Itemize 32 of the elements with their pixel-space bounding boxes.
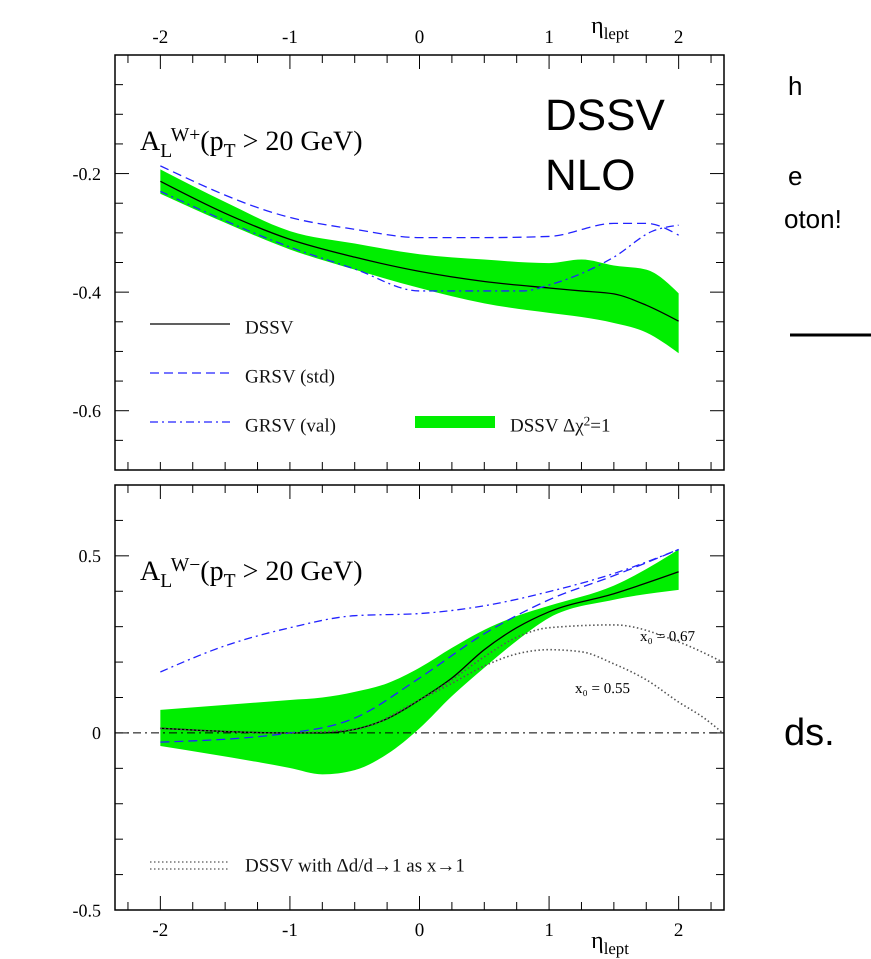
annotation: x₀ = 0.67: [640, 629, 696, 645]
text: A$_{L}$$^{W−}$(p$_{T}$ > 20 GeV): [140, 555, 363, 592]
text: h: [788, 71, 802, 101]
y-tick-label: -0.5: [72, 900, 101, 920]
text: ds.: [784, 712, 835, 754]
legend-label: GRSV (val): [245, 416, 336, 437]
y-tick-label: -0.6: [72, 401, 101, 422]
y-tick-label: 0: [92, 723, 101, 744]
y-tick-label: -0.2: [72, 164, 101, 184]
y-tick-label: 0.5: [78, 546, 101, 566]
text: A$_{L}$$^{W+}$(p$_{T}$ > 20 GeV): [140, 125, 363, 162]
legend-label: DSSV: [245, 318, 294, 339]
y-tick-label: -0.4: [72, 282, 101, 302]
x2-tick-label: 0: [414, 27, 424, 48]
x-axis-title: η$_{lept}$: [591, 928, 630, 958]
annotation: DSSV Δχ$^{2}$=1: [510, 414, 611, 437]
annotation: x₀ = 0.55: [575, 681, 630, 697]
x2-tick-label: -2: [152, 27, 168, 48]
x-tick-label: -2: [152, 920, 168, 941]
x-tick-label: 0: [414, 920, 424, 941]
legend-label: DSSV with Δd/d→1 as x→1: [245, 856, 465, 877]
x2-tick-label: 2: [674, 27, 684, 48]
x-tick-label: -1: [282, 920, 298, 941]
x-tick-label: 2: [674, 920, 684, 941]
annotation: DSSV NLO: [545, 91, 666, 200]
x-tick-label: 1: [544, 920, 554, 941]
text: oton!: [784, 204, 842, 234]
legend-label: GRSV (std): [245, 366, 335, 388]
x2-axis-title: η$_{lept}$: [591, 13, 630, 43]
text: e: [788, 161, 802, 191]
x2-tick-label: 1: [544, 27, 554, 48]
x2-tick-label: -1: [282, 27, 298, 48]
